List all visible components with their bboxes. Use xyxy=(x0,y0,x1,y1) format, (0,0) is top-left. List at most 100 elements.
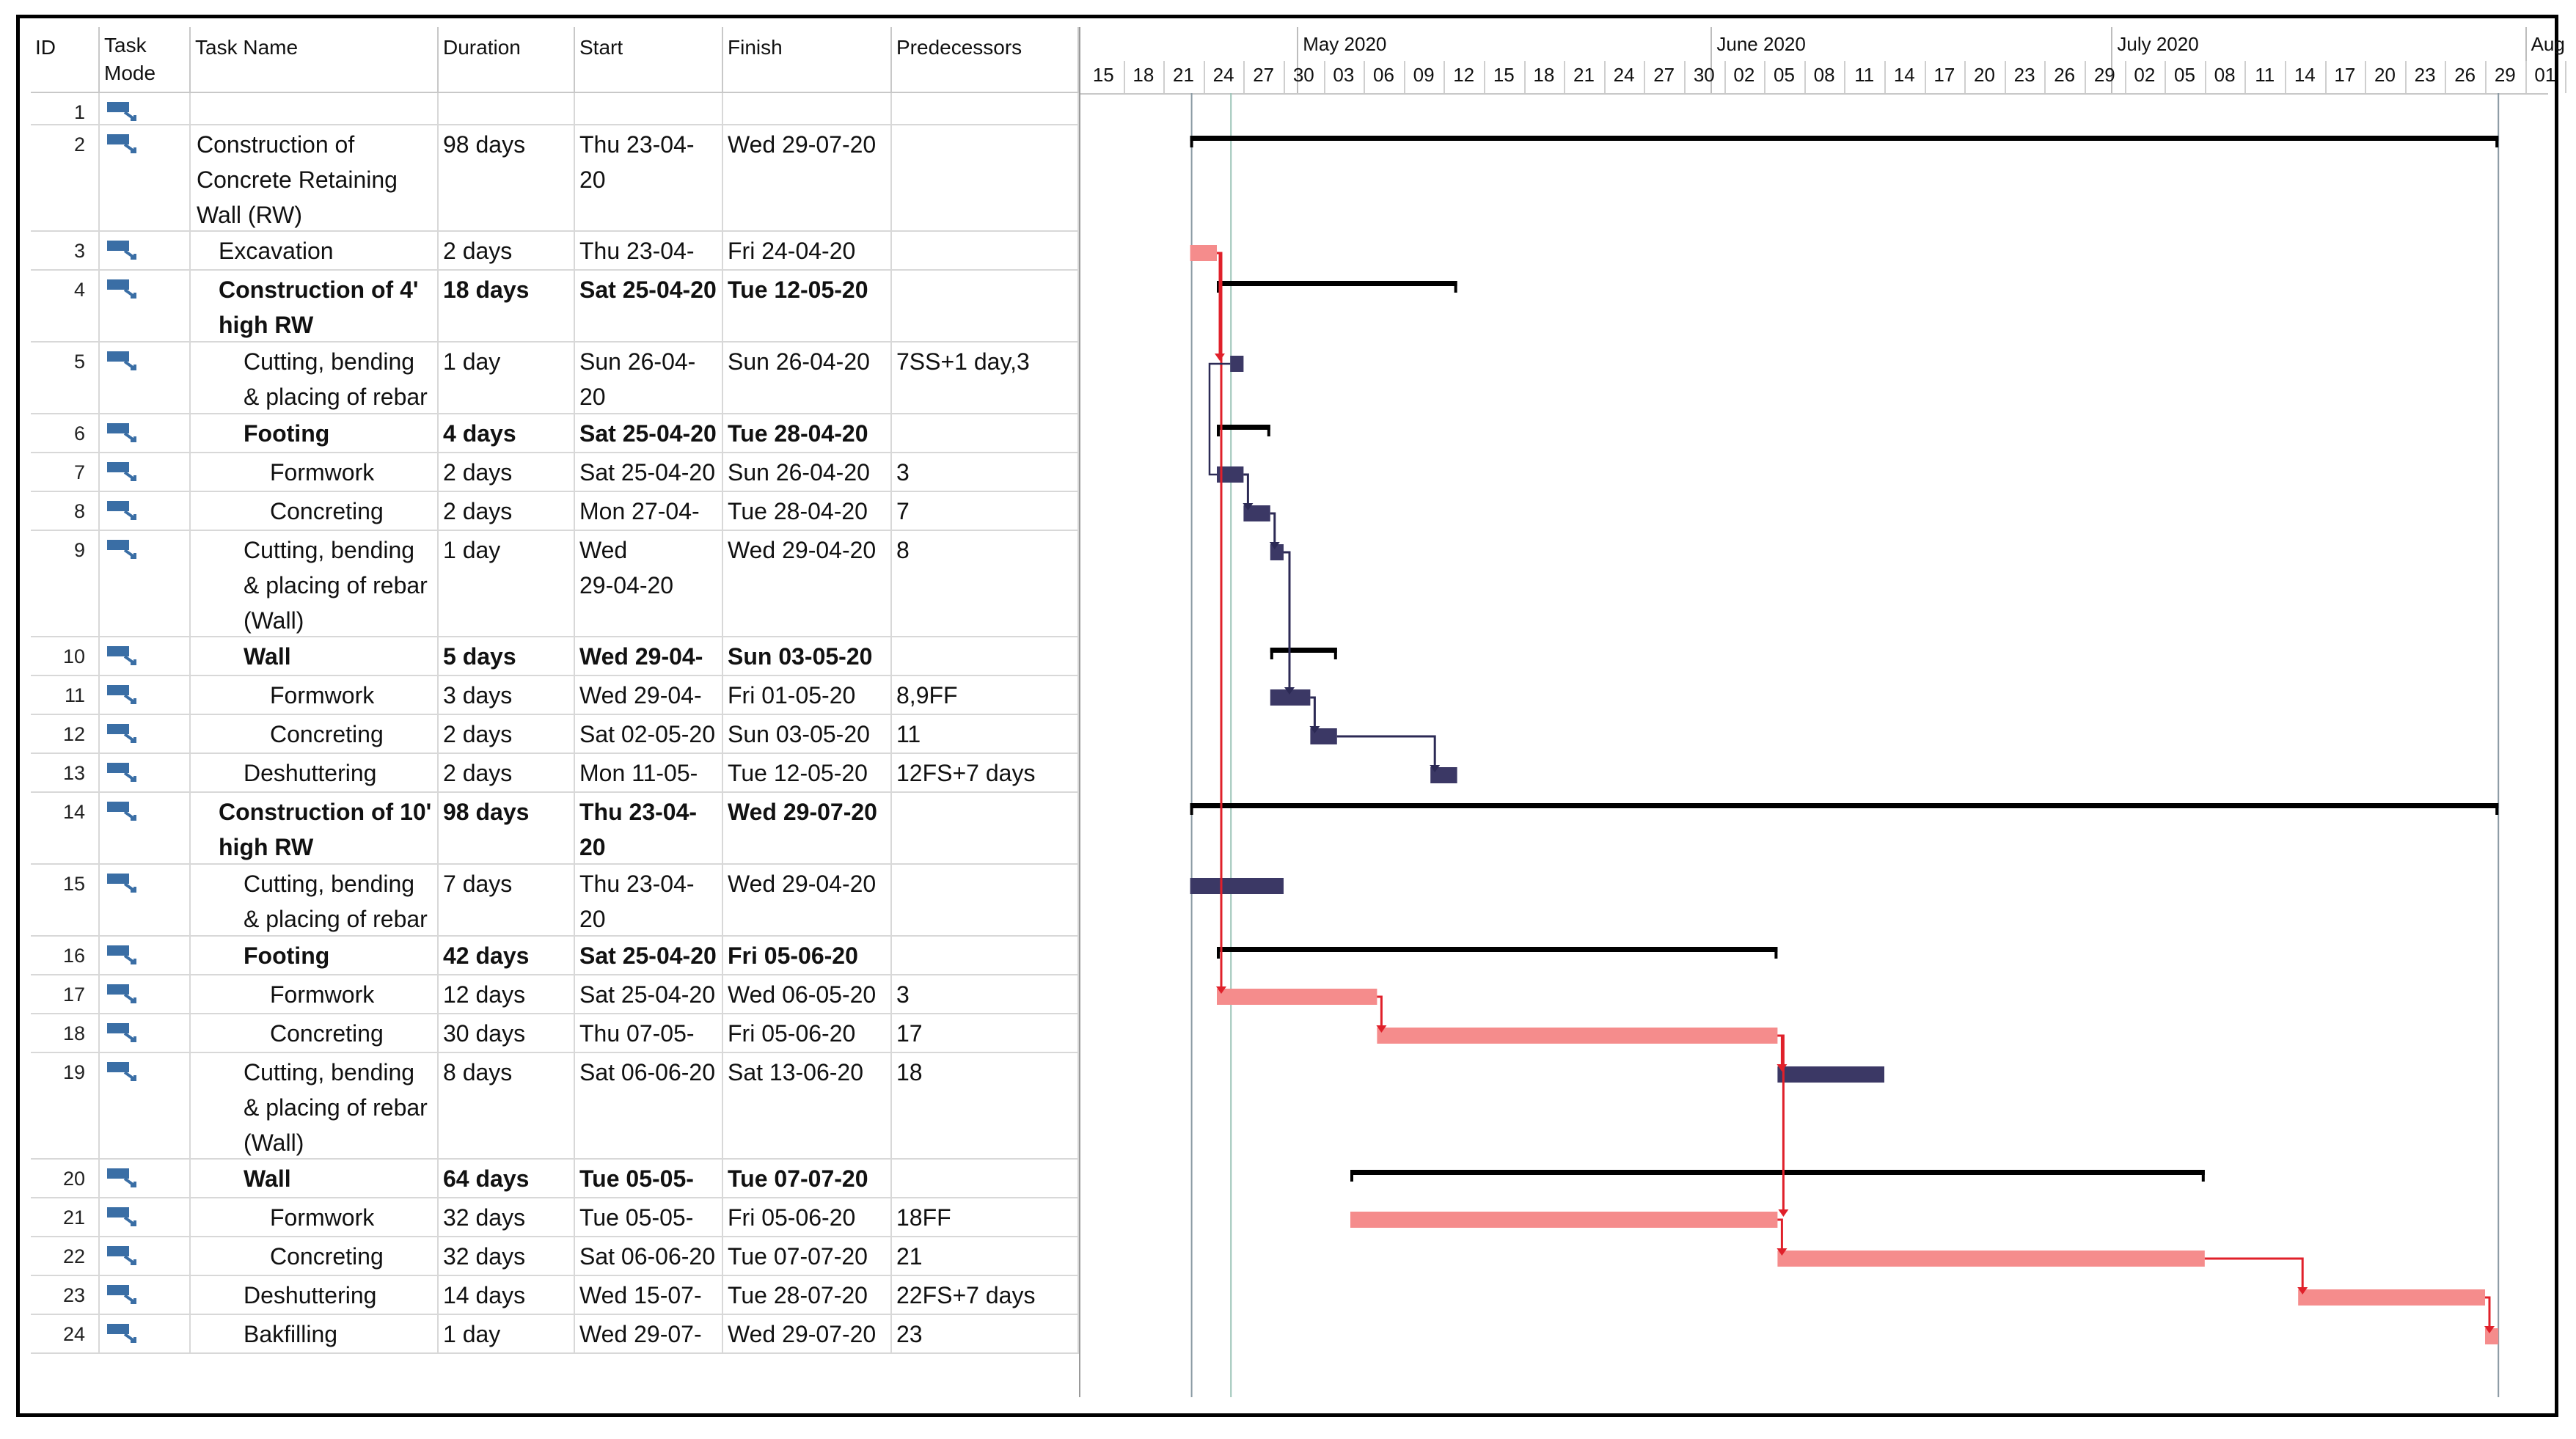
task-name-cell[interactable]: Cutting, bending & placing of rebar xyxy=(191,343,439,413)
task-name-cell[interactable]: Formwork xyxy=(191,1198,439,1236)
normal-task-bar[interactable] xyxy=(1270,544,1284,560)
task-id-cell[interactable]: 5 xyxy=(31,343,100,413)
finish-cell[interactable] xyxy=(723,93,892,124)
task-mode-cell[interactable] xyxy=(100,975,191,1013)
duration-cell[interactable]: 30 days xyxy=(439,1014,575,1052)
start-cell[interactable]: Wed 29-04-20 xyxy=(575,676,723,714)
duration-cell[interactable]: 12 days xyxy=(439,975,575,1013)
predecessors-cell[interactable]: 22FS+7 days xyxy=(892,1276,1079,1314)
column-header-name[interactable]: Task Name xyxy=(191,27,439,93)
critical-task-bar[interactable] xyxy=(1190,245,1217,261)
predecessors-cell[interactable]: 7SS+1 day,3 xyxy=(892,343,1079,413)
start-cell[interactable]: Sat 02-05-20 xyxy=(575,715,723,753)
task-name-cell[interactable]: Wall xyxy=(191,637,439,675)
start-cell[interactable]: Wed 29-04-20 xyxy=(575,531,723,636)
duration-cell[interactable]: 8 days xyxy=(439,1053,575,1158)
duration-cell[interactable]: 32 days xyxy=(439,1198,575,1236)
finish-cell[interactable]: Tue 28-07-20 xyxy=(723,1276,892,1314)
finish-cell[interactable]: Fri 05-06-20 xyxy=(723,937,892,974)
finish-cell[interactable]: Wed 06-05-20 xyxy=(723,975,892,1013)
start-cell[interactable]: Tue 05-05-20 xyxy=(575,1198,723,1236)
duration-cell[interactable]: 32 days xyxy=(439,1237,575,1275)
predecessors-cell[interactable] xyxy=(892,865,1079,935)
task-name-cell[interactable]: Excavation xyxy=(191,232,439,269)
duration-cell[interactable]: 5 days xyxy=(439,637,575,675)
finish-cell[interactable]: Wed 29-04-20 xyxy=(723,865,892,935)
task-id-cell[interactable]: 15 xyxy=(31,865,100,935)
task-name-cell[interactable]: Footing xyxy=(191,937,439,974)
normal-task-bar[interactable] xyxy=(1777,1066,1884,1083)
task-row[interactable]: 9 Cutting, bending & placing of rebar (Wall… xyxy=(31,531,1079,637)
normal-task-bar[interactable] xyxy=(1230,356,1244,372)
duration-cell[interactable]: 4 days xyxy=(439,414,575,452)
task-name-cell[interactable]: Concreting xyxy=(191,1014,439,1052)
task-id-cell[interactable]: 1 xyxy=(31,93,100,124)
duration-cell[interactable]: 2 days xyxy=(439,492,575,530)
start-cell[interactable]: Thu 23-04-20 xyxy=(575,125,723,230)
finish-cell[interactable]: Sun 26-04-20 xyxy=(723,453,892,491)
critical-task-bar[interactable] xyxy=(2485,1328,2499,1344)
task-mode-cell[interactable] xyxy=(100,937,191,974)
task-name-cell[interactable]: Concreting xyxy=(191,492,439,530)
task-id-cell[interactable]: 4 xyxy=(31,271,100,341)
predecessors-cell[interactable] xyxy=(892,793,1079,863)
finish-cell[interactable]: Fri 01-05-20 xyxy=(723,676,892,714)
duration-cell[interactable]: 14 days xyxy=(439,1276,575,1314)
task-mode-cell[interactable] xyxy=(100,343,191,413)
predecessors-cell[interactable]: 11 xyxy=(892,715,1079,753)
column-header-start[interactable]: Start xyxy=(575,27,723,93)
duration-cell[interactable]: 18 days xyxy=(439,271,575,341)
task-id-cell[interactable]: 16 xyxy=(31,937,100,974)
critical-task-bar[interactable] xyxy=(1217,989,1377,1005)
task-id-cell[interactable]: 24 xyxy=(31,1315,100,1352)
critical-task-bar[interactable] xyxy=(1350,1212,1778,1228)
predecessors-cell[interactable] xyxy=(892,232,1079,269)
duration-cell[interactable]: 64 days xyxy=(439,1160,575,1197)
task-id-cell[interactable]: 6 xyxy=(31,414,100,452)
duration-cell[interactable]: 2 days xyxy=(439,715,575,753)
summary-bar[interactable] xyxy=(1217,425,1270,430)
predecessors-cell[interactable]: 7 xyxy=(892,492,1079,530)
normal-task-bar[interactable] xyxy=(1217,466,1244,483)
summary-bar[interactable] xyxy=(1217,281,1457,286)
finish-cell[interactable]: Tue 28-04-20 xyxy=(723,492,892,530)
task-id-cell[interactable]: 11 xyxy=(31,676,100,714)
task-id-cell[interactable]: 2 xyxy=(31,125,100,230)
summary-bar[interactable] xyxy=(1217,947,1778,952)
duration-cell[interactable]: 1 day xyxy=(439,1315,575,1352)
normal-task-bar[interactable] xyxy=(1190,878,1284,894)
task-row[interactable]: 19 Cutting, bending & placing of rebar (Wal… xyxy=(31,1053,1079,1160)
task-row[interactable]: 12 Concreting 2 days Sat 02-05-20 Sun 03-05-… xyxy=(31,715,1079,754)
task-mode-cell[interactable] xyxy=(100,232,191,269)
start-cell[interactable]: Thu 07-05-20 xyxy=(575,1014,723,1052)
duration-cell[interactable]: 2 days xyxy=(439,754,575,791)
task-name-cell[interactable]: Concreting xyxy=(191,715,439,753)
start-cell[interactable]: Tue 05-05-20 xyxy=(575,1160,723,1197)
summary-bar[interactable] xyxy=(1190,803,2499,808)
finish-cell[interactable]: Fri 05-06-20 xyxy=(723,1014,892,1052)
task-mode-cell[interactable] xyxy=(100,125,191,230)
duration-cell[interactable]: 42 days xyxy=(439,937,575,974)
task-mode-cell[interactable] xyxy=(100,453,191,491)
task-name-cell[interactable] xyxy=(191,93,439,124)
task-id-cell[interactable]: 23 xyxy=(31,1276,100,1314)
start-cell[interactable]: Sat 25-04-20 xyxy=(575,937,723,974)
summary-bar[interactable] xyxy=(1190,136,2499,141)
finish-cell[interactable]: Sun 03-05-20 xyxy=(723,637,892,675)
task-mode-cell[interactable] xyxy=(100,637,191,675)
start-cell[interactable]: Mon 27-04-20 xyxy=(575,492,723,530)
task-row[interactable]: 1 xyxy=(31,93,1079,125)
task-name-cell[interactable]: Formwork xyxy=(191,975,439,1013)
task-name-cell[interactable]: Cutting, bending & placing of rebar xyxy=(191,865,439,935)
task-name-cell[interactable]: Footing xyxy=(191,414,439,452)
task-row[interactable]: 6 Footing 4 days Sat 25-04-20 Tue 28-04-20 xyxy=(31,414,1079,453)
normal-task-bar[interactable] xyxy=(1430,767,1457,783)
task-mode-cell[interactable] xyxy=(100,1053,191,1158)
normal-task-bar[interactable] xyxy=(1310,728,1337,744)
task-row[interactable]: 2 Construction of Concrete Retaining Wall (… xyxy=(31,125,1079,232)
finish-cell[interactable]: Tue 12-05-20 xyxy=(723,754,892,791)
finish-cell[interactable]: Wed 29-04-20 xyxy=(723,531,892,636)
start-cell[interactable]: Sat 06-06-20 xyxy=(575,1237,723,1275)
